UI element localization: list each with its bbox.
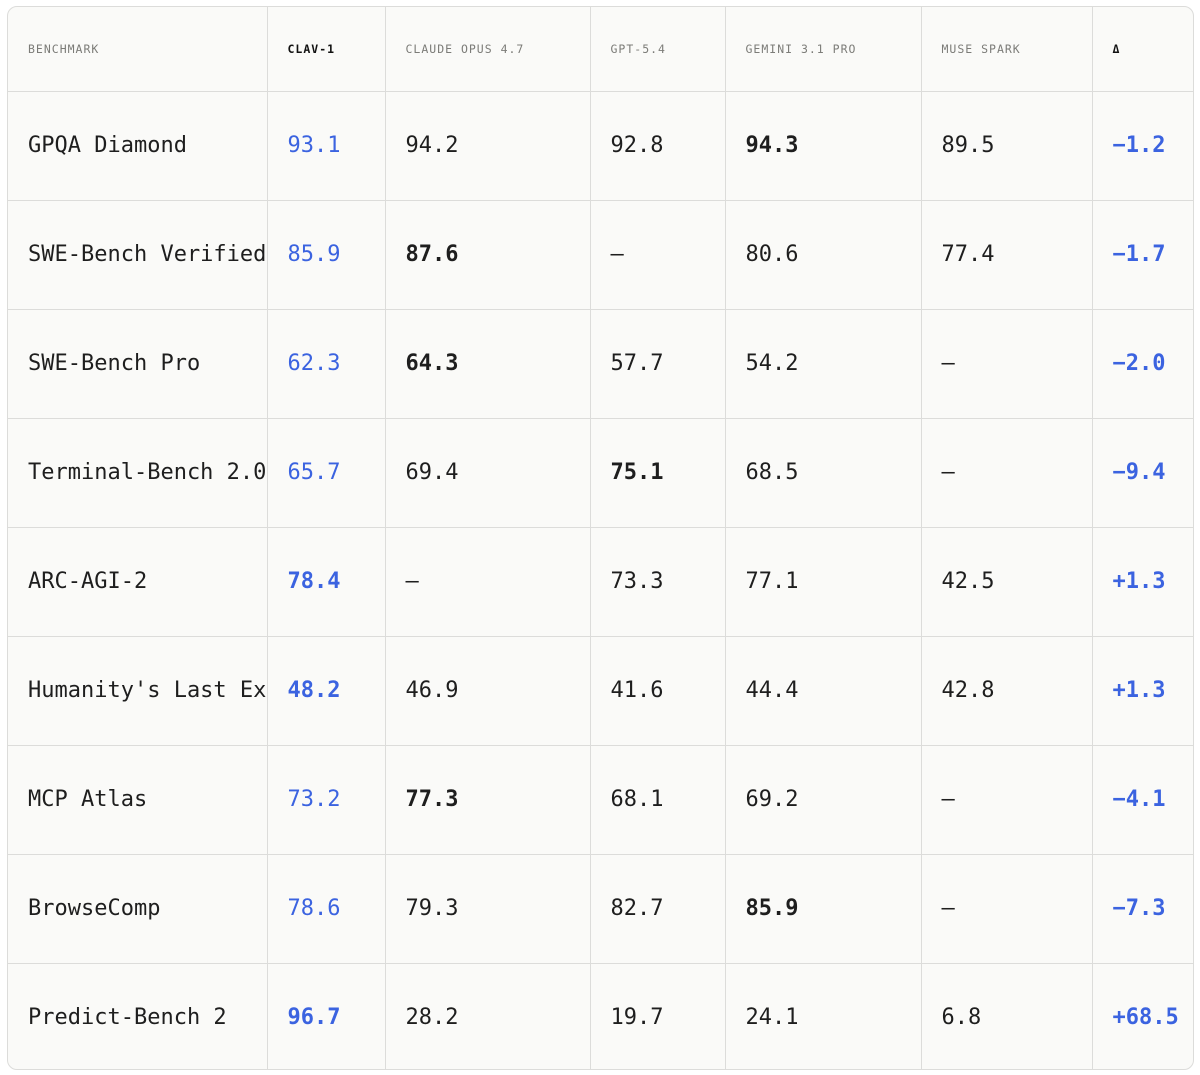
claude-score: 69.4 bbox=[384, 417, 591, 528]
claude-score: 28.2 bbox=[384, 962, 591, 1069]
column-header-delta: Δ bbox=[1091, 7, 1193, 92]
table-row: Predict-Bench 2 96.7 28.2 19.7 24.1 6.8 … bbox=[8, 962, 1193, 1069]
clav1-score: 93.1 bbox=[266, 90, 386, 201]
gemini-score: 94.3 bbox=[724, 90, 922, 201]
muse-score: 42.5 bbox=[920, 526, 1093, 637]
table-row: Humanity's Last Exam 48.2 46.9 41.6 44.4… bbox=[8, 635, 1193, 746]
gemini-score: 85.9 bbox=[724, 853, 922, 964]
clav1-score: 85.9 bbox=[266, 199, 386, 310]
claude-score: 77.3 bbox=[384, 744, 591, 855]
gpt-score: 75.1 bbox=[589, 417, 726, 528]
benchmark-table: BENCHMARK CLAV-1 CLAUDE OPUS 4.7 GPT-5.4… bbox=[8, 7, 1193, 1069]
table-row: SWE-Bench Verified 85.9 87.6 – 80.6 77.4… bbox=[8, 199, 1193, 310]
gemini-score: 69.2 bbox=[724, 744, 922, 855]
gemini-score: 77.1 bbox=[724, 526, 922, 637]
muse-score: – bbox=[920, 853, 1093, 964]
clav1-score: 48.2 bbox=[266, 635, 386, 746]
column-header-claude-opus: CLAUDE OPUS 4.7 bbox=[384, 7, 591, 92]
muse-score: 6.8 bbox=[920, 962, 1093, 1069]
claude-score: 87.6 bbox=[384, 199, 591, 310]
column-header-gpt: GPT-5.4 bbox=[589, 7, 726, 92]
column-header-muse-spark: MUSE SPARK bbox=[920, 7, 1093, 92]
benchmark-table-card: BENCHMARK CLAV-1 CLAUDE OPUS 4.7 GPT-5.4… bbox=[7, 6, 1194, 1070]
muse-score: – bbox=[920, 308, 1093, 419]
benchmark-name: Predict-Bench 2 bbox=[8, 962, 268, 1069]
benchmark-name: Terminal-Bench 2.0 bbox=[8, 417, 268, 528]
clav1-score: 65.7 bbox=[266, 417, 386, 528]
benchmark-name: GPQA Diamond bbox=[8, 90, 268, 201]
gemini-score: 54.2 bbox=[724, 308, 922, 419]
table-row: Terminal-Bench 2.0 65.7 69.4 75.1 68.5 –… bbox=[8, 417, 1193, 528]
delta-value: −9.4 bbox=[1091, 417, 1193, 528]
gpt-score: 57.7 bbox=[589, 308, 726, 419]
gpt-score: 19.7 bbox=[589, 962, 726, 1069]
gpt-score: 68.1 bbox=[589, 744, 726, 855]
delta-value: +68.5 bbox=[1091, 962, 1193, 1069]
gpt-score: – bbox=[589, 199, 726, 310]
muse-score: – bbox=[920, 417, 1093, 528]
column-header-benchmark: BENCHMARK bbox=[8, 7, 268, 92]
table-row: MCP Atlas 73.2 77.3 68.1 69.2 – −4.1 bbox=[8, 744, 1193, 855]
delta-value: −4.1 bbox=[1091, 744, 1193, 855]
clav1-score: 78.6 bbox=[266, 853, 386, 964]
delta-value: −7.3 bbox=[1091, 853, 1193, 964]
claude-score: 46.9 bbox=[384, 635, 591, 746]
claude-score: 94.2 bbox=[384, 90, 591, 201]
muse-score: 42.8 bbox=[920, 635, 1093, 746]
table-row: SWE-Bench Pro 62.3 64.3 57.7 54.2 – −2.0 bbox=[8, 308, 1193, 419]
delta-value: −1.2 bbox=[1091, 90, 1193, 201]
gemini-score: 44.4 bbox=[724, 635, 922, 746]
muse-score: – bbox=[920, 744, 1093, 855]
clav1-score: 96.7 bbox=[266, 962, 386, 1069]
muse-score: 77.4 bbox=[920, 199, 1093, 310]
clav1-score: 62.3 bbox=[266, 308, 386, 419]
table-header-row: BENCHMARK CLAV-1 CLAUDE OPUS 4.7 GPT-5.4… bbox=[8, 7, 1193, 92]
benchmark-name: BrowseComp bbox=[8, 853, 268, 964]
table-row: ARC-AGI-2 78.4 – 73.3 77.1 42.5 +1.3 bbox=[8, 526, 1193, 637]
gemini-score: 24.1 bbox=[724, 962, 922, 1069]
table-row: GPQA Diamond 93.1 94.2 92.8 94.3 89.5 −1… bbox=[8, 90, 1193, 201]
claude-score: 64.3 bbox=[384, 308, 591, 419]
table-row: BrowseComp 78.6 79.3 82.7 85.9 – −7.3 bbox=[8, 853, 1193, 964]
benchmark-name: Humanity's Last Exam bbox=[8, 635, 268, 746]
gpt-score: 92.8 bbox=[589, 90, 726, 201]
claude-score: 79.3 bbox=[384, 853, 591, 964]
benchmark-name: ARC-AGI-2 bbox=[8, 526, 268, 637]
benchmark-name: SWE-Bench Pro bbox=[8, 308, 268, 419]
delta-value: −1.7 bbox=[1091, 199, 1193, 310]
column-header-clav-1: CLAV-1 bbox=[266, 7, 386, 92]
delta-value: −2.0 bbox=[1091, 308, 1193, 419]
benchmark-name: SWE-Bench Verified bbox=[8, 199, 268, 310]
delta-value: +1.3 bbox=[1091, 526, 1193, 637]
delta-value: +1.3 bbox=[1091, 635, 1193, 746]
clav1-score: 73.2 bbox=[266, 744, 386, 855]
gpt-score: 41.6 bbox=[589, 635, 726, 746]
gpt-score: 82.7 bbox=[589, 853, 726, 964]
benchmark-name: MCP Atlas bbox=[8, 744, 268, 855]
gpt-score: 73.3 bbox=[589, 526, 726, 637]
muse-score: 89.5 bbox=[920, 90, 1093, 201]
claude-score: – bbox=[384, 526, 591, 637]
gemini-score: 68.5 bbox=[724, 417, 922, 528]
clav1-score: 78.4 bbox=[266, 526, 386, 637]
column-header-gemini: GEMINI 3.1 PRO bbox=[724, 7, 922, 92]
gemini-score: 80.6 bbox=[724, 199, 922, 310]
